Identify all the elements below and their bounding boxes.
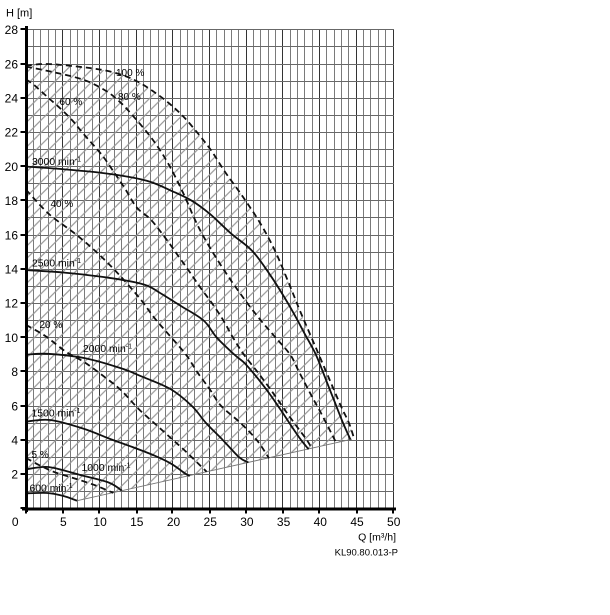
svg-text:H [m]: H [m] [6,8,32,20]
svg-text:20 %: 20 % [40,320,63,331]
svg-text:20: 20 [5,160,19,174]
svg-text:Q [m³/h]: Q [m³/h] [358,532,396,544]
svg-text:22: 22 [5,126,19,140]
svg-text:KL90.80.013-P: KL90.80.013-P [335,548,398,559]
svg-text:45: 45 [350,515,364,529]
svg-text:50: 50 [387,515,401,529]
svg-text:8: 8 [11,365,18,379]
svg-text:5 %: 5 % [32,450,49,461]
svg-text:12: 12 [5,297,19,311]
svg-text:40: 40 [314,515,328,529]
svg-text:2500 min-1: 2500 min-1 [32,258,81,270]
svg-text:0: 0 [12,515,19,529]
svg-text:80 %: 80 % [118,92,141,103]
svg-text:14: 14 [5,263,19,277]
svg-text:15: 15 [130,515,144,529]
svg-text:16: 16 [5,228,19,242]
svg-text:100 %: 100 % [116,68,144,79]
svg-text:4: 4 [11,434,18,448]
svg-text:35: 35 [277,515,291,529]
svg-text:40 %: 40 % [51,199,74,210]
svg-text:24: 24 [5,92,19,106]
svg-text:30: 30 [240,515,254,529]
svg-text:5: 5 [60,515,67,529]
svg-text:18: 18 [5,194,19,208]
svg-text:3000 min-1: 3000 min-1 [32,157,81,169]
svg-text:6: 6 [11,399,18,413]
svg-text:600 min-1: 600 min-1 [30,483,73,495]
svg-text:60 %: 60 % [60,97,83,108]
svg-text:10: 10 [93,515,107,529]
svg-text:2: 2 [11,468,18,482]
svg-text:28: 28 [5,23,19,37]
svg-text:25: 25 [204,515,218,529]
svg-text:26: 26 [5,57,19,71]
svg-text:2000 min-1: 2000 min-1 [83,344,132,356]
svg-text:20: 20 [167,515,181,529]
svg-text:1500 min-1: 1500 min-1 [32,408,81,420]
svg-text:1000 min-1: 1000 min-1 [82,463,131,475]
svg-text:10: 10 [5,331,19,345]
